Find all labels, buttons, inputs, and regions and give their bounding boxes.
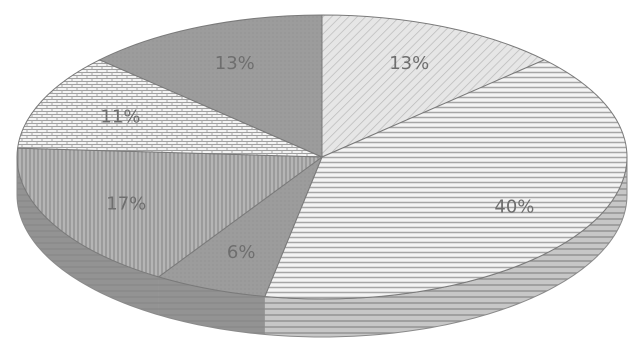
pie-side-segment xyxy=(17,157,159,315)
pie-slice xyxy=(321,14,546,158)
slice-label: 6% xyxy=(227,242,256,263)
slice-label: 13% xyxy=(215,53,255,74)
slice-label: 11% xyxy=(100,106,140,127)
pie-top-layer xyxy=(16,14,628,300)
pie-side-segment xyxy=(158,276,265,335)
pie-slice xyxy=(98,14,323,158)
pie-slice xyxy=(16,147,324,278)
pie-label-layer: 13% 40% 6% 17% 11% 13% xyxy=(100,53,534,263)
pie-slice xyxy=(264,59,628,300)
pie-slice xyxy=(17,59,323,158)
slice-label: 17% xyxy=(106,193,146,214)
slice-label: 40% xyxy=(494,196,534,217)
slice-label: 13% xyxy=(389,53,429,74)
